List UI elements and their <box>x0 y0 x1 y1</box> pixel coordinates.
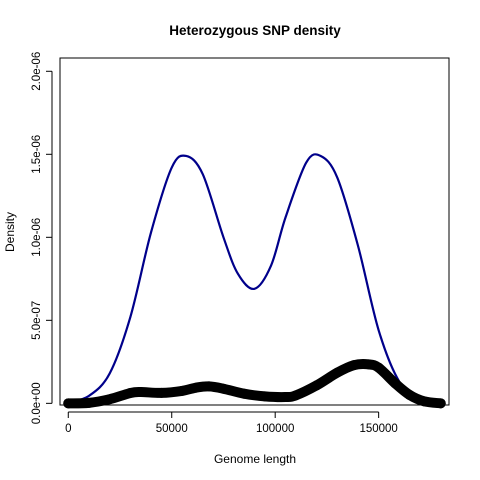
data-point <box>156 387 167 398</box>
data-point <box>63 398 74 409</box>
data-point <box>259 391 270 402</box>
data-point <box>348 360 359 371</box>
data-point <box>203 381 214 392</box>
x-tick-label: 50000 <box>156 423 188 435</box>
y-tick-label: 1.0e-06 <box>31 218 43 257</box>
x-tick-label: 100000 <box>256 423 294 435</box>
data-point <box>239 388 250 399</box>
data-point <box>191 382 202 393</box>
data-point <box>363 359 374 370</box>
data-point <box>435 398 446 409</box>
data-point <box>311 380 322 391</box>
data-point <box>373 362 384 373</box>
data-point <box>284 216 287 219</box>
data-point <box>104 394 115 405</box>
y-tick-label: 5.0e-07 <box>31 301 43 340</box>
data-point <box>129 316 132 318</box>
y-axis: 0.0e+00 5.0e-07 1.0e-06 1.5e-06 2.0e-06 <box>31 52 53 424</box>
x-tick-label: 0 <box>65 423 71 435</box>
data-point <box>270 264 272 267</box>
series-layer <box>63 153 446 409</box>
x-axis-label: Genome length <box>214 452 296 466</box>
y-tick-label: 1.5e-06 <box>31 135 43 174</box>
series-2 <box>63 359 446 409</box>
data-point <box>290 390 301 401</box>
data-point <box>218 383 229 394</box>
data-point <box>150 231 152 234</box>
data-point <box>390 378 401 389</box>
data-point <box>357 244 359 247</box>
data-point <box>332 367 343 378</box>
data-point <box>404 390 415 401</box>
data-point <box>177 385 188 396</box>
y-axis-label: Density <box>3 212 17 252</box>
x-axis: 0 50000 100000 150000 <box>65 411 398 435</box>
data-point <box>108 372 111 375</box>
data-point <box>201 173 204 176</box>
data-point <box>125 388 136 399</box>
data-point <box>419 396 430 407</box>
data-point <box>88 395 90 397</box>
y-tick-label: 0.0e+00 <box>31 382 43 424</box>
x-tick-label: 150000 <box>359 423 397 435</box>
data-point <box>135 387 146 398</box>
data-point <box>83 397 94 408</box>
data-point <box>305 161 308 164</box>
plot-frame <box>59 57 450 406</box>
data-point <box>170 166 173 169</box>
data-point <box>377 329 380 332</box>
y-tick-label: 2.0e-06 <box>31 52 43 91</box>
data-point <box>253 287 256 290</box>
data-point <box>336 176 339 179</box>
data-point <box>222 236 225 239</box>
chart-title: Heterozygous SNP density <box>169 23 341 38</box>
data-point <box>185 155 188 157</box>
data-point <box>237 273 239 275</box>
data-point <box>280 392 291 403</box>
data-point <box>319 155 322 157</box>
